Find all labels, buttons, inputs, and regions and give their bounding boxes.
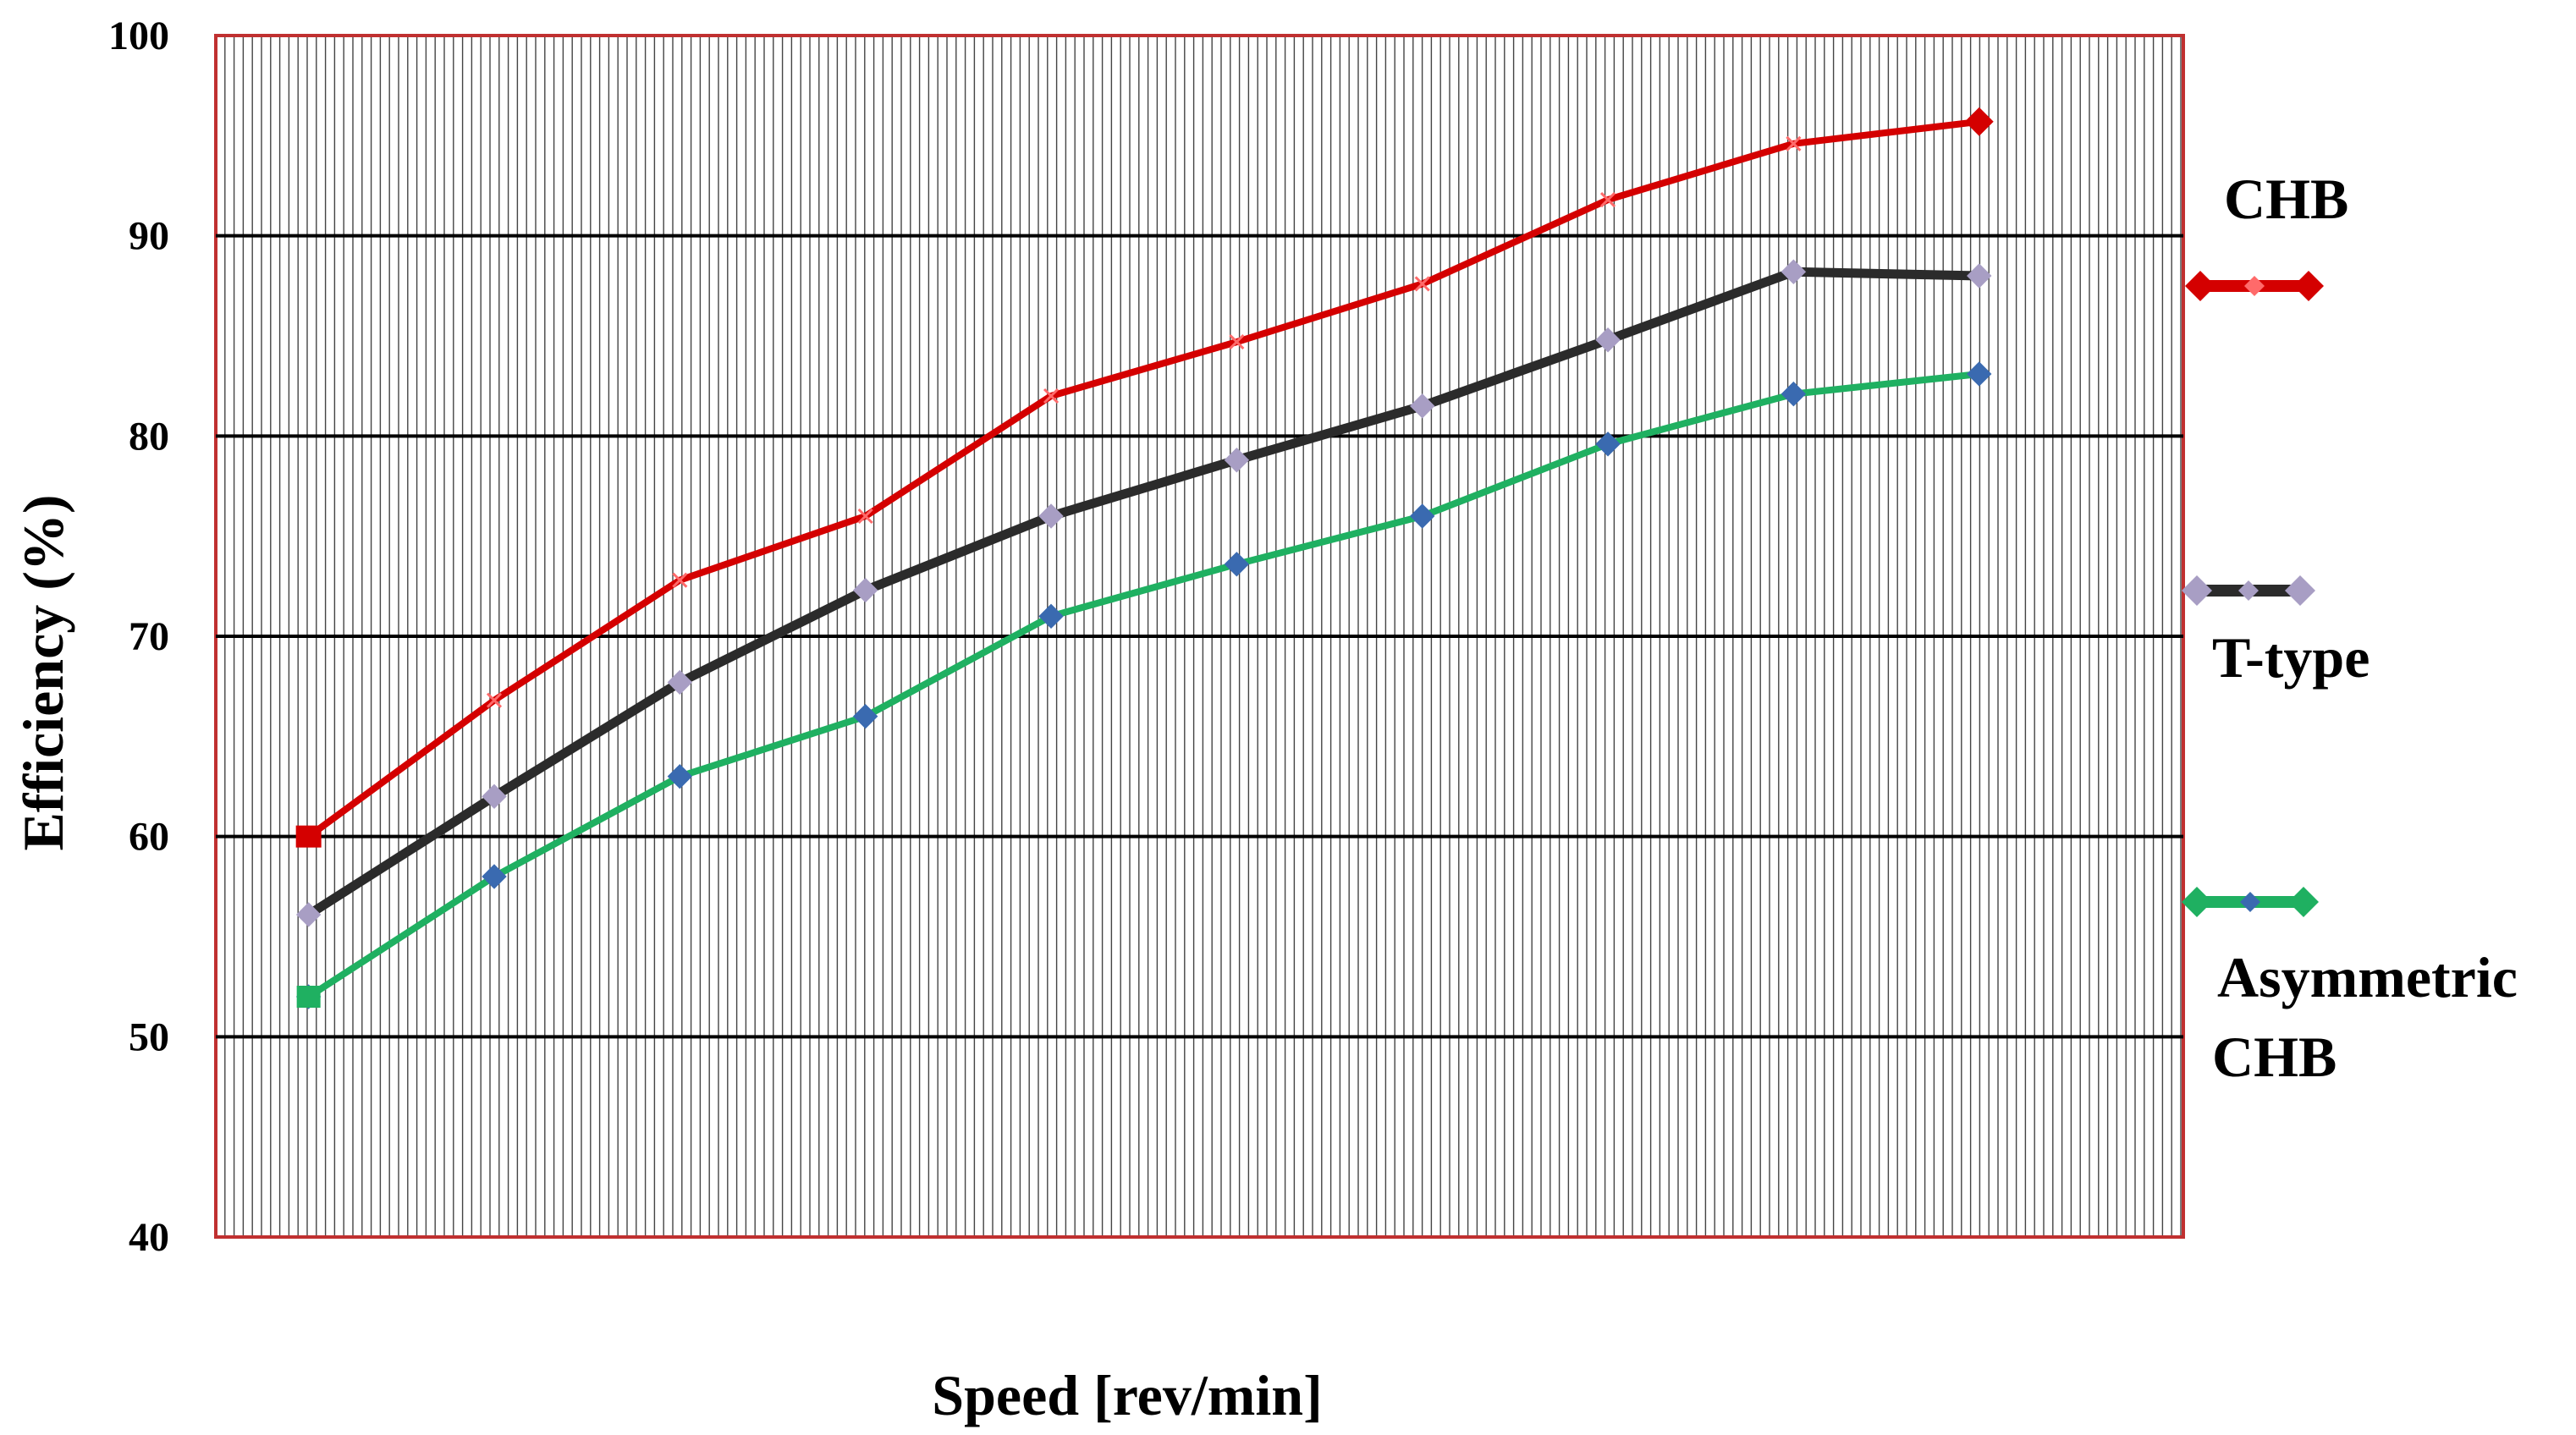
legend-marker: [2182, 575, 2212, 606]
legend-item-0: CHB: [2185, 167, 2348, 301]
legend-marker: [2288, 887, 2319, 917]
y-tick-label: 60: [129, 815, 169, 860]
legend-marker: [2240, 892, 2260, 912]
data-point: [486, 692, 503, 708]
y-tick-label: 40: [129, 1215, 169, 1260]
legend-label: CHB: [2212, 1025, 2337, 1089]
legend-marker: [2185, 271, 2215, 301]
y-tick-labels: 40 50 60 70 80 90 100: [108, 14, 169, 1260]
series-layer: [295, 107, 1994, 1009]
data-point: [1038, 603, 1064, 630]
data-point: [1967, 361, 1992, 387]
data-point: [1781, 259, 1807, 284]
y-tick-label: 50: [129, 1014, 169, 1059]
legend-label: Asymmetric: [2217, 945, 2518, 1009]
data-point: [296, 986, 321, 1008]
data-point: [1595, 327, 1621, 353]
data-point: [1414, 276, 1430, 292]
legend-marker: [2293, 271, 2324, 301]
series-line: [306, 371, 1980, 1000]
data-point: [1043, 388, 1060, 404]
data-point: [482, 783, 507, 810]
data-point: [1410, 503, 1435, 529]
data-point: [1781, 381, 1807, 407]
legend-marker: [2182, 887, 2212, 917]
data-point: [667, 763, 693, 789]
legend-label: T-type: [2212, 625, 2370, 690]
grid-lines: [216, 34, 2183, 1239]
legend-item-1: T-type: [2182, 575, 2370, 690]
y-tick-label: 70: [129, 614, 169, 659]
data-point: [1964, 107, 1994, 136]
series-line: [306, 118, 1980, 839]
data-point: [857, 508, 873, 525]
legend-marker: [2285, 575, 2315, 606]
data-point: [852, 577, 878, 603]
legend-marker: [2238, 580, 2259, 601]
data-point: [1038, 503, 1064, 529]
data-point: [482, 864, 507, 889]
data-point: [1595, 432, 1621, 457]
x-axis-title: Speed [rev/min]: [932, 1363, 1323, 1427]
data-point: [1410, 393, 1435, 419]
legend-item-2: Asymmetric CHB: [2182, 887, 2518, 1089]
series-2: [295, 361, 1992, 1009]
data-point: [1967, 263, 1992, 289]
data-point: [1599, 192, 1616, 208]
data-point: [1786, 135, 1802, 151]
y-tick-label: 90: [129, 214, 169, 259]
y-axis-title: Efficiency (%): [11, 494, 75, 850]
data-point: [295, 825, 322, 848]
series-1: [295, 259, 1992, 927]
legend: CHB T-type Asymmetric CHB: [2182, 167, 2518, 1089]
data-point: [672, 572, 688, 588]
data-point: [1224, 552, 1250, 577]
y-tick-label: 80: [129, 414, 169, 459]
legend-label: CHB: [2224, 167, 2348, 231]
y-tick-label: 100: [108, 14, 169, 58]
data-point: [852, 703, 878, 729]
data-point: [295, 902, 322, 927]
data-point: [1229, 334, 1245, 350]
data-point: [1224, 448, 1250, 473]
series-line: [305, 267, 1979, 919]
legend-marker: [2244, 276, 2265, 296]
data-point: [667, 669, 693, 696]
